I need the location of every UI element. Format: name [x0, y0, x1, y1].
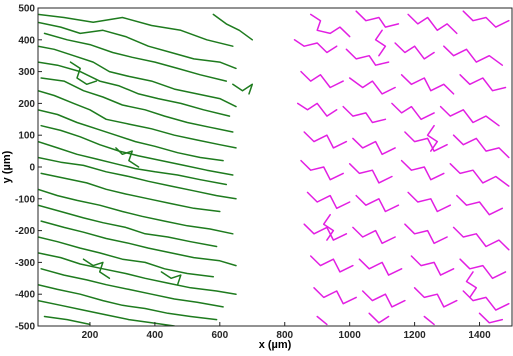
- axis-ticks: 200 400 600 800 1000 1200 1400-500-400-300-200…: [15, 4, 491, 342]
- green-fiber-3: [38, 45, 237, 108]
- magenta-fiber-24: [306, 191, 351, 210]
- green-fiber-23: [82, 258, 111, 280]
- green-fiber-21: [69, 61, 98, 86]
- y-tick-label--100: -100: [15, 194, 35, 205]
- green-fiber-2: [43, 32, 228, 82]
- x-tick-label-600: 600: [211, 330, 228, 341]
- green-fiber-8: [40, 124, 234, 176]
- magenta-fiber-16: [303, 131, 348, 149]
- x-tick-label-200: 200: [82, 330, 99, 341]
- magenta-fiber-0: [309, 13, 351, 38]
- green-fiber-18: [38, 283, 218, 321]
- green-fiber-24: [212, 13, 254, 41]
- green-fiber-25: [232, 83, 254, 95]
- magenta-fiber-37: [361, 290, 406, 308]
- magenta-fiber-47: [465, 271, 478, 299]
- green-fiber-9: [38, 140, 228, 186]
- plot-background: [38, 8, 512, 326]
- y-tick-label-0: 0: [29, 163, 35, 174]
- y-tick-label-300: 300: [18, 67, 35, 78]
- magenta-fiber-4: [293, 39, 338, 54]
- magenta-fiber-5: [345, 48, 390, 66]
- green-fiber-13: [38, 204, 218, 248]
- y-tick-label-100: 100: [18, 131, 35, 142]
- green-fiber-22: [115, 147, 140, 168]
- magenta-fiber-29: [352, 226, 396, 245]
- y-tick-label-200: 200: [18, 99, 35, 110]
- magenta-fiber-45: [426, 124, 439, 152]
- green-fiber-26: [160, 271, 182, 286]
- green-fiber-7: [38, 109, 224, 162]
- magenta-fiber-11: [459, 74, 507, 92]
- magenta-fiber-14: [391, 102, 435, 121]
- magenta-fiber-15: [439, 105, 500, 127]
- magenta-fiber-35: [459, 258, 507, 280]
- x-tick-label-1000: 1000: [339, 330, 362, 341]
- x-tick-label-800: 800: [276, 330, 293, 341]
- magenta-fiber-3: [462, 10, 510, 28]
- magenta-fiber-31: [452, 226, 510, 251]
- magenta-fiber-23: [449, 163, 510, 187]
- green-fiber-6: [38, 89, 237, 149]
- y-tick-label--500: -500: [15, 322, 35, 333]
- magenta-fiber-12: [296, 102, 338, 117]
- green-fiber-12: [38, 188, 234, 235]
- fiber-layer: [38, 10, 510, 326]
- magenta-fiber-8: [300, 70, 344, 89]
- y-axis-label: y (µm): [1, 150, 13, 183]
- green-fiber-17: [40, 268, 224, 308]
- magenta-fiber-27: [456, 194, 504, 216]
- y-tick-label-400: 400: [18, 35, 35, 46]
- magenta-fiber-13: [342, 105, 387, 124]
- green-fiber-0: [38, 13, 234, 47]
- magenta-fiber-30: [404, 223, 448, 245]
- magenta-fiber-40: [316, 315, 328, 326]
- x-tick-label-1200: 1200: [403, 330, 426, 341]
- magenta-fiber-42: [423, 315, 435, 326]
- green-fiber-14: [40, 220, 237, 267]
- y-tick-label-500: 500: [18, 4, 35, 15]
- magenta-fiber-7: [443, 45, 504, 66]
- magenta-fiber-26: [407, 191, 452, 213]
- magenta-fiber-34: [410, 255, 455, 276]
- magenta-fiber-41: [368, 312, 390, 324]
- magenta-fiber-25: [355, 194, 400, 213]
- green-fiber-16: [38, 252, 237, 295]
- magenta-fiber-43: [478, 312, 504, 324]
- magenta-fiber-44: [374, 29, 387, 57]
- x-axis-label: x (µm): [259, 339, 292, 351]
- magenta-fiber-46: [322, 213, 335, 241]
- green-fiber-19: [38, 299, 176, 326]
- magenta-fiber-2: [407, 13, 458, 35]
- green-fiber-5: [40, 77, 234, 133]
- magenta-fiber-33: [358, 258, 403, 276]
- green-fiber-4: [38, 61, 231, 117]
- y-tick-label--200: -200: [15, 226, 35, 237]
- y-tick-label--400: -400: [15, 290, 35, 301]
- green-fiber-15: [38, 236, 215, 278]
- x-tick-label-1400: 1400: [468, 330, 491, 341]
- magenta-fiber-32: [309, 255, 354, 273]
- green-fiber-11: [40, 172, 221, 213]
- green-fiber-10: [38, 156, 237, 200]
- x-tick-label-400: 400: [147, 330, 164, 341]
- magenta-fiber-21: [348, 163, 393, 184]
- magenta-fiber-28: [303, 223, 348, 241]
- y-tick-label--300: -300: [15, 258, 35, 269]
- magenta-fiber-38: [413, 287, 458, 308]
- magenta-fiber-22: [400, 159, 445, 181]
- magenta-fiber-1: [355, 10, 400, 28]
- magenta-fiber-18: [404, 131, 448, 152]
- magenta-fiber-6: [394, 42, 435, 60]
- magenta-fiber-10: [400, 74, 455, 95]
- green-fiber-1: [38, 21, 237, 70]
- green-fiber-20: [43, 315, 91, 326]
- magenta-fiber-20: [300, 159, 344, 181]
- magenta-fiber-36: [313, 287, 357, 305]
- magenta-fiber-19: [452, 134, 510, 159]
- magenta-fiber-9: [348, 77, 396, 95]
- magenta-fiber-17: [352, 137, 396, 156]
